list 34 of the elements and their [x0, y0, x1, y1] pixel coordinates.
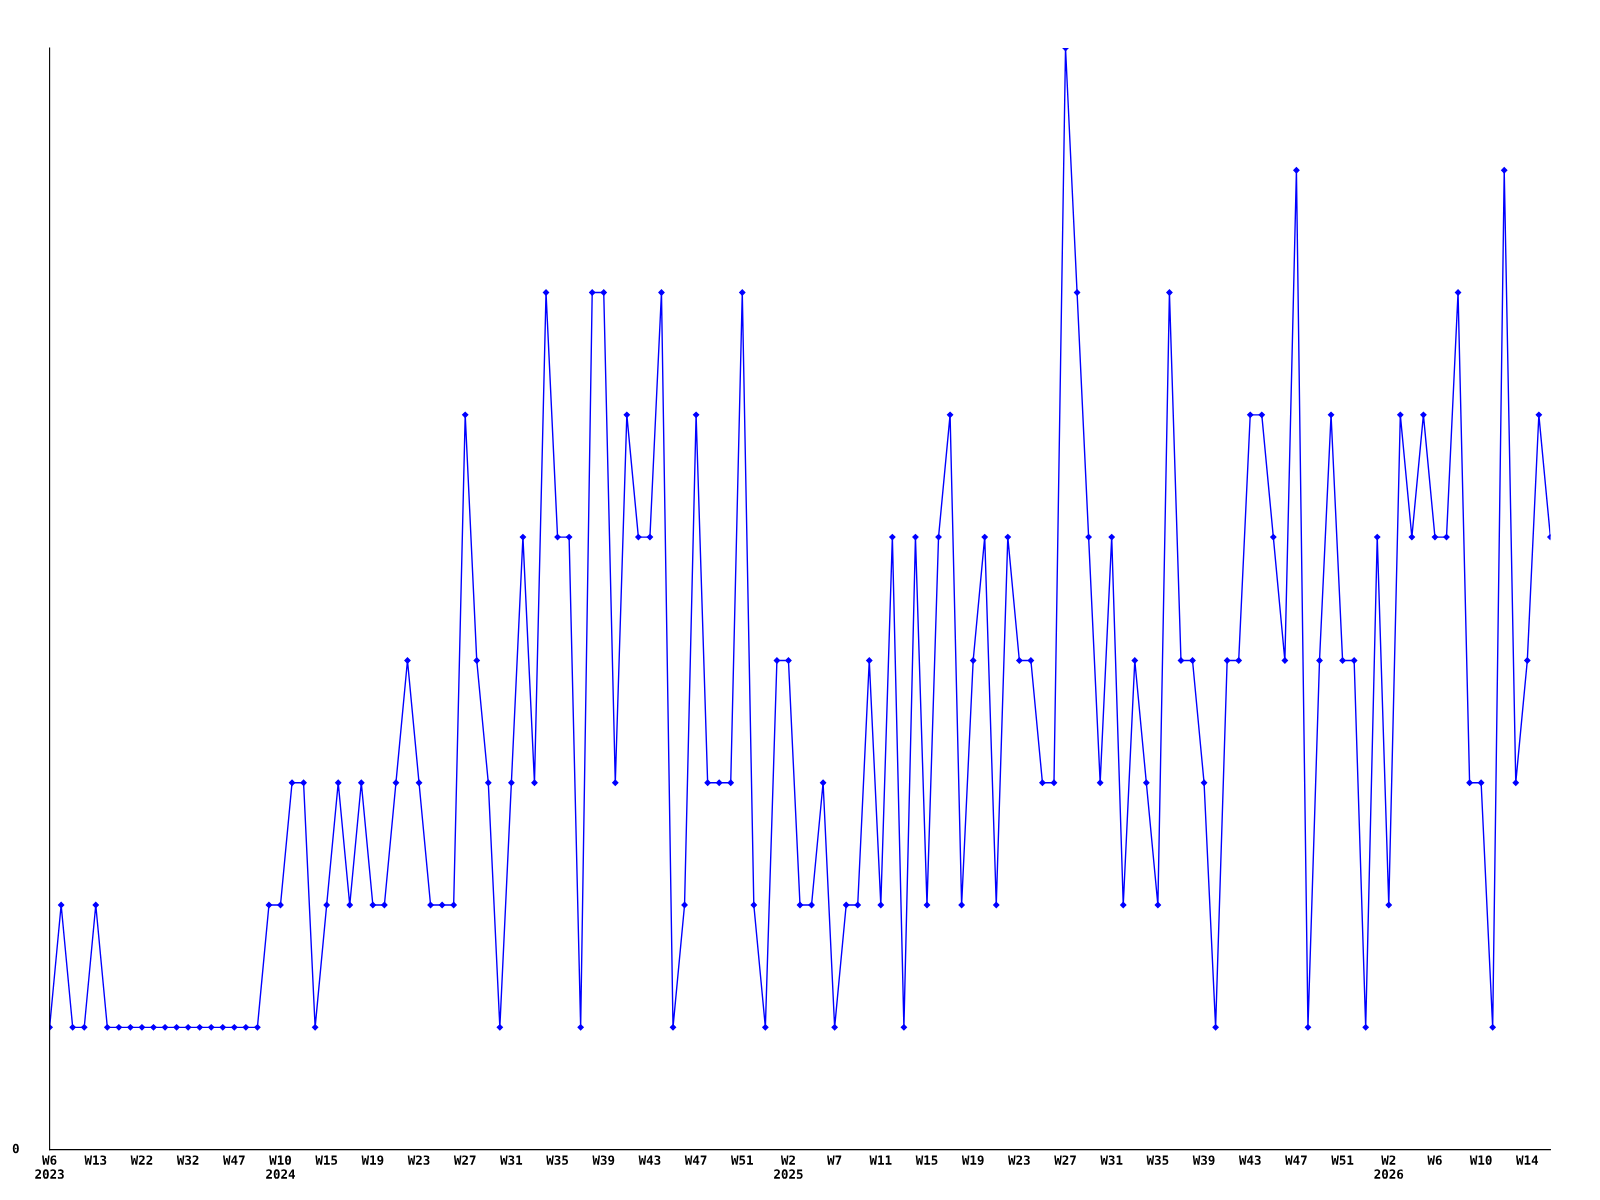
x-tick-label: W14 [1516, 1155, 1539, 1165]
x-tick-label: W19 [361, 1155, 384, 1165]
x-tick-label: W47 [223, 1155, 245, 1165]
x-tick-label: W19 [961, 1155, 984, 1165]
x-tick-label: W2 2025 [774, 1155, 803, 1179]
x-tick-label: W13 [84, 1155, 107, 1165]
x-tick-label: W51 [1331, 1155, 1354, 1165]
x-tick-label: W2 2026 [1374, 1155, 1404, 1179]
x-tick-label: W10 2024 [266, 1155, 295, 1179]
x-tick-label: W15 [915, 1155, 938, 1165]
x-tick-label: W43 [1238, 1155, 1261, 1165]
x-tick-label: W15 [315, 1155, 338, 1165]
x-tick-label: W31 [500, 1155, 523, 1165]
text: 0 [12, 1143, 19, 1154]
x-tick-label: W31 [1100, 1155, 1123, 1165]
x-tick-label: W51 [730, 1155, 753, 1165]
x-tick-label: W39 [1192, 1155, 1215, 1165]
x-tick-label: W32 [176, 1155, 199, 1165]
x-tick-label: W10 [1469, 1155, 1492, 1165]
x-tick-label: W23 [407, 1155, 430, 1165]
x-tick-label: W43 [638, 1155, 661, 1165]
x-tick-label: W7 [827, 1155, 842, 1165]
x-tick-label: W27 [453, 1155, 476, 1165]
x-tick-label: W6 [1427, 1155, 1442, 1165]
x-tick-label: W39 [592, 1155, 615, 1165]
x-tick-label: W47 [684, 1155, 707, 1165]
x-tick-label: W47 [1285, 1155, 1307, 1165]
x-tick-label: W35 [1146, 1155, 1169, 1165]
x-tick-label: W35 [546, 1155, 568, 1165]
x-tick-label: W11 [869, 1155, 892, 1165]
x-tick-label: W23 [1008, 1155, 1030, 1165]
x-tick-label: W27 [1054, 1155, 1076, 1165]
x-tick-label: W22 [130, 1155, 153, 1165]
x-tick-label: W6 2023 [35, 1155, 64, 1179]
